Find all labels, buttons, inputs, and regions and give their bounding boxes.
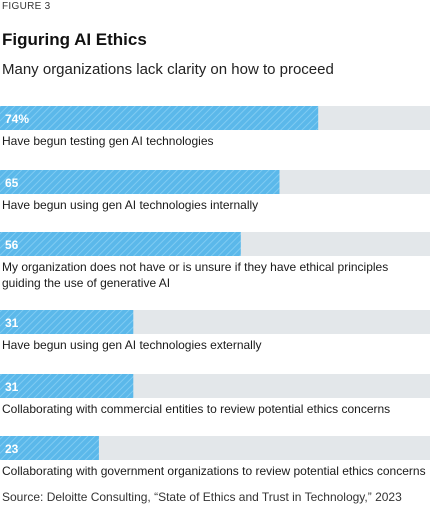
category-label: Collaborating with commercial entities t… [2, 402, 390, 416]
bar [0, 106, 319, 130]
category-label: Have begun testing gen AI technologies [2, 134, 214, 148]
source-note: Source: Deloitte Consulting, “State of E… [2, 490, 402, 504]
bar [0, 436, 99, 460]
bar-value-label: 65 [5, 176, 19, 190]
bar-value-label: 31 [5, 316, 19, 330]
category-label: guiding the use of generative AI [2, 276, 170, 290]
bar [0, 374, 134, 398]
bar-value-label: 23 [5, 442, 19, 456]
category-label: Collaborating with government organizati… [2, 464, 426, 478]
category-label: My organization does not have or is unsu… [2, 260, 388, 274]
bar [0, 170, 280, 194]
category-label: Have begun using gen AI technologies int… [2, 198, 258, 212]
bar-value-label: 31 [5, 380, 19, 394]
bar-value-label: 74% [5, 112, 29, 126]
bar [0, 310, 134, 334]
chart-title: Figuring AI Ethics [2, 30, 147, 49]
bar [0, 232, 241, 256]
bar-value-label: 56 [5, 238, 19, 252]
category-label: Have begun using gen AI technologies ext… [2, 338, 262, 352]
figure-label: FIGURE 3 [2, 1, 51, 12]
chart-subtitle: Many organizations lack clarity on how t… [2, 61, 334, 78]
bars-group: 74% Have begun testing gen AI technologie… [0, 106, 430, 478]
